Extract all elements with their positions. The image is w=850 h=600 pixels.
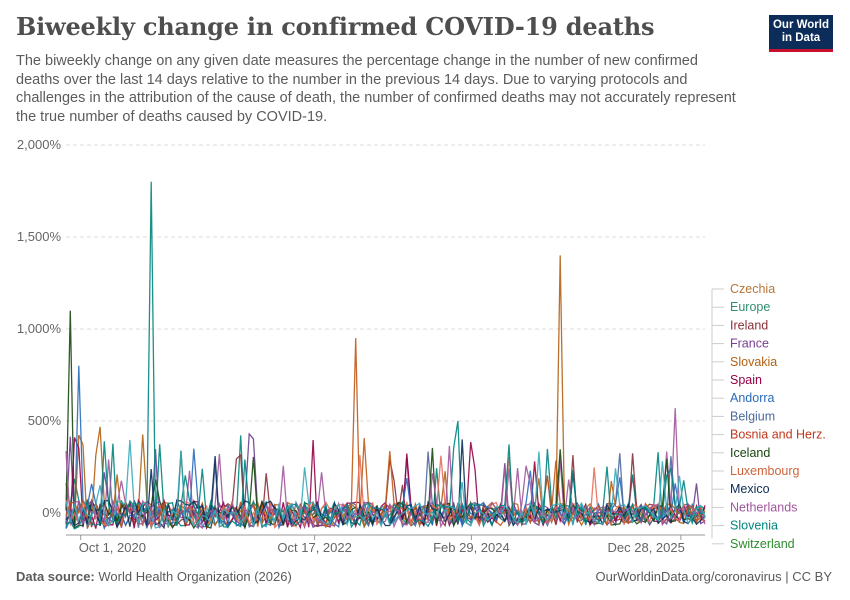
legend-label: Spain — [730, 373, 762, 387]
legend-label: Ireland — [730, 318, 768, 332]
y-tick-label: 1,500% — [17, 229, 62, 244]
legend-label: Belgium — [730, 409, 775, 423]
series-lines — [65, 181, 706, 531]
series-line-switzerland — [65, 439, 706, 529]
legend-label: Europe — [730, 300, 770, 314]
legend-label: Luxembourg — [730, 464, 800, 478]
owid-logo[interactable]: Our World in Data — [769, 15, 833, 52]
y-tick-label: 500% — [28, 413, 62, 428]
legend-label: France — [730, 337, 769, 351]
gridlines — [66, 144, 705, 514]
legend-label: Switzerland — [730, 537, 795, 551]
y-tick-label: 0% — [42, 505, 61, 520]
source-text[interactable]: World Health Organization (2026) — [98, 569, 292, 584]
x-tick-label: Feb 29, 2024 — [433, 540, 510, 555]
legend: Czechia Europe Ireland France Slovakia Spain A… — [711, 282, 826, 551]
legend-label: Slovenia — [730, 519, 778, 533]
y-tick-label: 1,000% — [17, 321, 62, 336]
chart-title: Biweekly change in confirmed COVID-19 de… — [16, 12, 655, 41]
legend-label: Slovakia — [730, 355, 777, 369]
logo-line-1: Our World — [772, 19, 829, 31]
x-tick-label: Oct 1, 2020 — [79, 540, 146, 555]
legend-label: Czechia — [730, 282, 775, 296]
chart-subtitle: The biweekly change on any given date me… — [16, 53, 736, 125]
legend-label: Mexico — [730, 482, 770, 496]
legend-label: Andorra — [730, 391, 775, 405]
series-line-slovenia — [65, 181, 706, 530]
x-axis: Oct 1, 2020 Oct 17, 2022 Feb 29, 2024 Dec 2… — [66, 534, 705, 555]
x-tick-label: Oct 17, 2022 — [277, 540, 351, 555]
source-label: Data source: — [16, 569, 95, 584]
y-axis-ticks: 0% 500% 1,000% 1,500% 2,000% — [17, 137, 62, 520]
series-line-mexico — [65, 439, 706, 530]
legend-label: Iceland — [730, 446, 770, 460]
footer-url[interactable]: OurWorldinData.org/coronavirus | CC BY — [595, 569, 832, 584]
legend-label: Netherlands — [730, 500, 797, 514]
data-source: Data source: World Health Organization (… — [16, 569, 292, 584]
y-tick-label: 2,000% — [17, 137, 62, 152]
legend-label: Bosnia and Herz. — [730, 428, 826, 442]
x-tick-label: Dec 28, 2025 — [608, 540, 685, 555]
logo-line-2: in Data — [781, 32, 821, 44]
series-line-netherlands — [65, 445, 706, 530]
